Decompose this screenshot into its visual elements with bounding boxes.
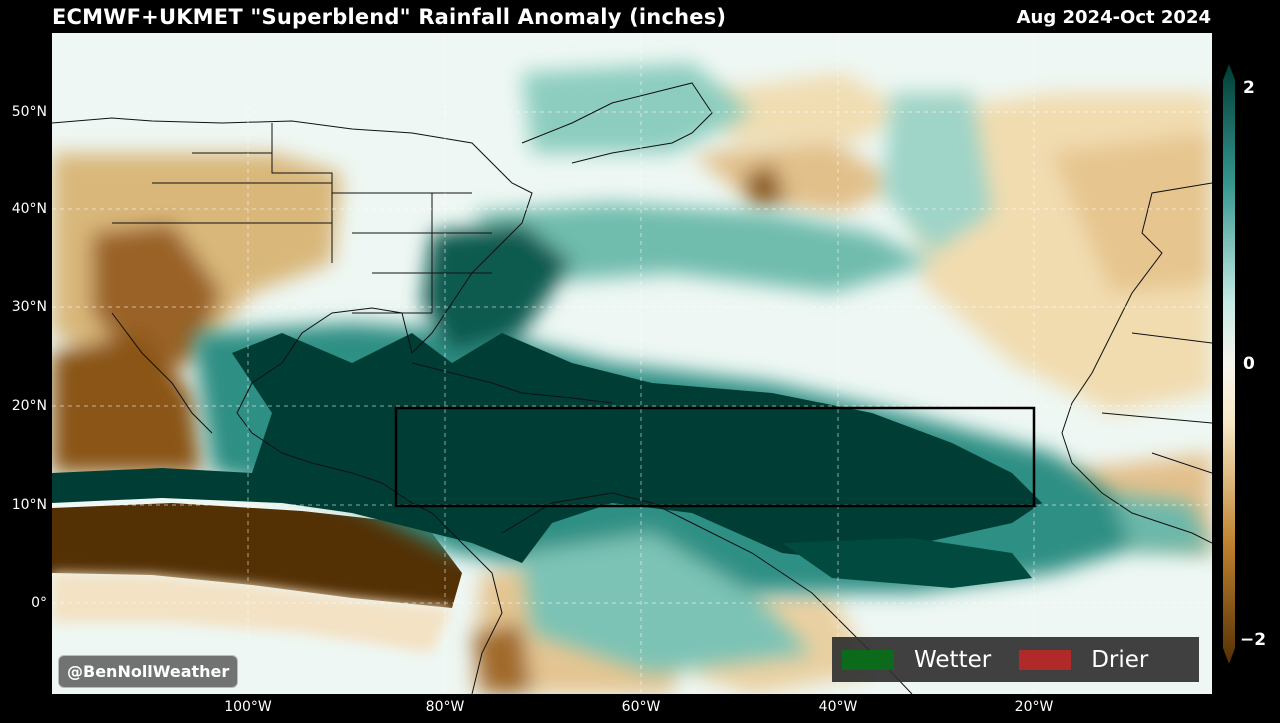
lat-label-40n: 40°N [11, 201, 47, 217]
colorbar-max-label: 2 [1243, 78, 1255, 98]
legend-label-drier: Drier [1091, 646, 1149, 673]
main-development-region-box [394, 406, 1036, 508]
anomaly-map [52, 33, 1212, 694]
lat-label-0: 0° [31, 595, 47, 611]
lon-label-20w: 20°W [1014, 699, 1054, 715]
coastlines [52, 82, 1212, 694]
legend-item-wetter: Wetter [842, 647, 991, 673]
lon-label-100w: 100°W [224, 699, 272, 715]
lat-label-10n: 10°N [11, 497, 47, 513]
wet-core-tail [782, 538, 1032, 588]
legend: Wetter Drier [832, 637, 1199, 682]
watermark: @BenNollWeather [58, 655, 239, 688]
period-label: Aug 2024-Oct 2024 [1016, 7, 1211, 28]
legend-label-wetter: Wetter [914, 646, 992, 673]
legend-swatch-wetter [842, 649, 894, 670]
lon-label-80w: 80°W [425, 699, 465, 715]
lat-label-30n: 30°N [11, 299, 47, 315]
lat-label-50n: 50°N [11, 104, 47, 120]
map-canvas [52, 33, 1212, 694]
dry-fringe [52, 573, 452, 653]
colorbar [1223, 64, 1235, 664]
legend-item-drier: Drier [1019, 647, 1148, 673]
lon-label-60w: 60°W [621, 699, 661, 715]
colorbar-mid-label: 0 [1243, 354, 1255, 374]
colorbar-min-label: −2 [1240, 630, 1267, 650]
legend-swatch-drier [1019, 649, 1072, 670]
lat-label-20n: 20°N [11, 398, 47, 414]
map-title: ECMWF+UKMET "Superblend" Rainfall Anomal… [52, 5, 727, 29]
dry-band-east-pacific [52, 503, 462, 608]
lon-label-40w: 40°W [818, 699, 858, 715]
